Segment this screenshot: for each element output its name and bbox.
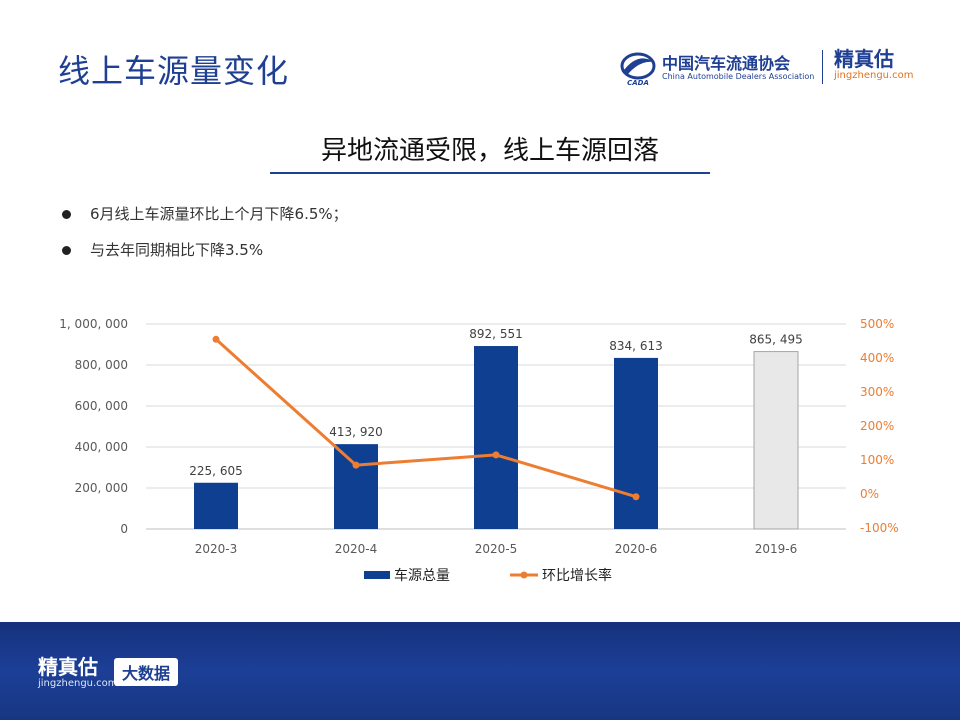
bar-data-label: 865, 495 <box>749 333 802 347</box>
legend-line-point <box>520 571 528 579</box>
line-point <box>352 461 360 469</box>
right-axis-tick-label: 0% <box>860 487 879 501</box>
line-point <box>212 335 220 343</box>
legend-bar-swatch <box>364 571 390 579</box>
bar <box>194 482 238 529</box>
bullet-item: 与去年同期相比下降3.5% <box>58 238 348 274</box>
bar <box>474 346 518 529</box>
slide-title: 线上车源量变化 <box>58 52 290 90</box>
left-axis-tick-label: 800, 000 <box>75 358 128 372</box>
x-axis-tick-label: 2020-6 <box>615 542 658 556</box>
x-axis-tick-label: 2020-4 <box>335 542 378 556</box>
headline: 异地流通受限，线上车源回落 <box>320 136 659 166</box>
right-axis-tick-label: 400% <box>860 351 894 365</box>
bar <box>614 357 658 529</box>
cada-logo: CADA 中国汽车流通协会 China Automobile Dealers A… <box>618 48 818 88</box>
bullet-text: 与去年同期相比下降3.5% <box>90 241 264 259</box>
right-axis-tick-label: 200% <box>860 419 894 433</box>
right-axis-tick-label: 100% <box>860 453 894 467</box>
jzg-url: jingzhengu.com <box>834 70 914 81</box>
bullet-list: 6月线上车源量环比上个月下降6.5%； 与去年同期相比下降3.5% <box>58 202 348 274</box>
left-axis-tick-label: 0 <box>120 522 128 536</box>
legend-label: 车源总量 <box>394 567 450 584</box>
headline-underline <box>270 172 710 174</box>
combo-chart: 0 200, 000 400, 000 600, 000 800, 000 1, 000,… <box>59 317 899 584</box>
left-axis-tick-label: 400, 000 <box>75 440 128 454</box>
bar-data-label: 834, 613 <box>609 339 662 353</box>
bar-data-label: 413, 920 <box>329 425 382 439</box>
logo-divider <box>822 50 823 84</box>
left-axis-tick-label: 1, 000, 000 <box>59 317 128 331</box>
right-axis-tick-label: 500% <box>860 317 894 331</box>
bullet-dot-icon <box>62 246 71 255</box>
line-point <box>632 493 640 501</box>
line-series-path <box>214 338 637 499</box>
footer-logo: 精真估 jingzhengu.com <box>38 656 118 690</box>
x-axis-tick-label: 2019-6 <box>755 542 798 556</box>
cada-mark: CADA <box>627 79 649 87</box>
bar <box>753 351 799 530</box>
right-axis-tick-label: -100% <box>860 521 899 535</box>
cada-name-cn: 中国汽车流通协会 <box>662 54 791 73</box>
bar-data-label: 225, 605 <box>189 464 242 478</box>
bullet-item: 6月线上车源量环比上个月下降6.5%； <box>58 202 348 238</box>
bullet-dot-icon <box>62 210 71 219</box>
cada-name-en: China Automobile Dealers Association <box>662 72 815 81</box>
jzg-logo: 精真估 jingzhengu.com <box>834 48 914 82</box>
line-point <box>492 451 500 459</box>
footer-jzg-url: jingzhengu.com <box>38 678 118 689</box>
footer-jzg-name: 精真估 <box>38 655 98 679</box>
legend-label: 环比增长率 <box>542 567 612 584</box>
cada-emblem-icon: CADA <box>620 52 656 87</box>
x-axis-tick-label: 2020-5 <box>475 542 518 556</box>
left-axis-tick-label: 200, 000 <box>75 481 128 495</box>
right-axis-tick-label: 300% <box>860 385 894 399</box>
jzg-name: 精真估 <box>834 47 894 71</box>
footer-badge: 大数据 <box>114 658 179 686</box>
left-axis-tick-label: 600, 000 <box>75 399 128 413</box>
bullet-text: 6月线上车源量环比上个月下降6.5%； <box>90 205 348 223</box>
bar <box>334 444 378 529</box>
bar-data-label: 892, 551 <box>469 327 522 341</box>
x-axis-tick-label: 2020-3 <box>195 542 238 556</box>
